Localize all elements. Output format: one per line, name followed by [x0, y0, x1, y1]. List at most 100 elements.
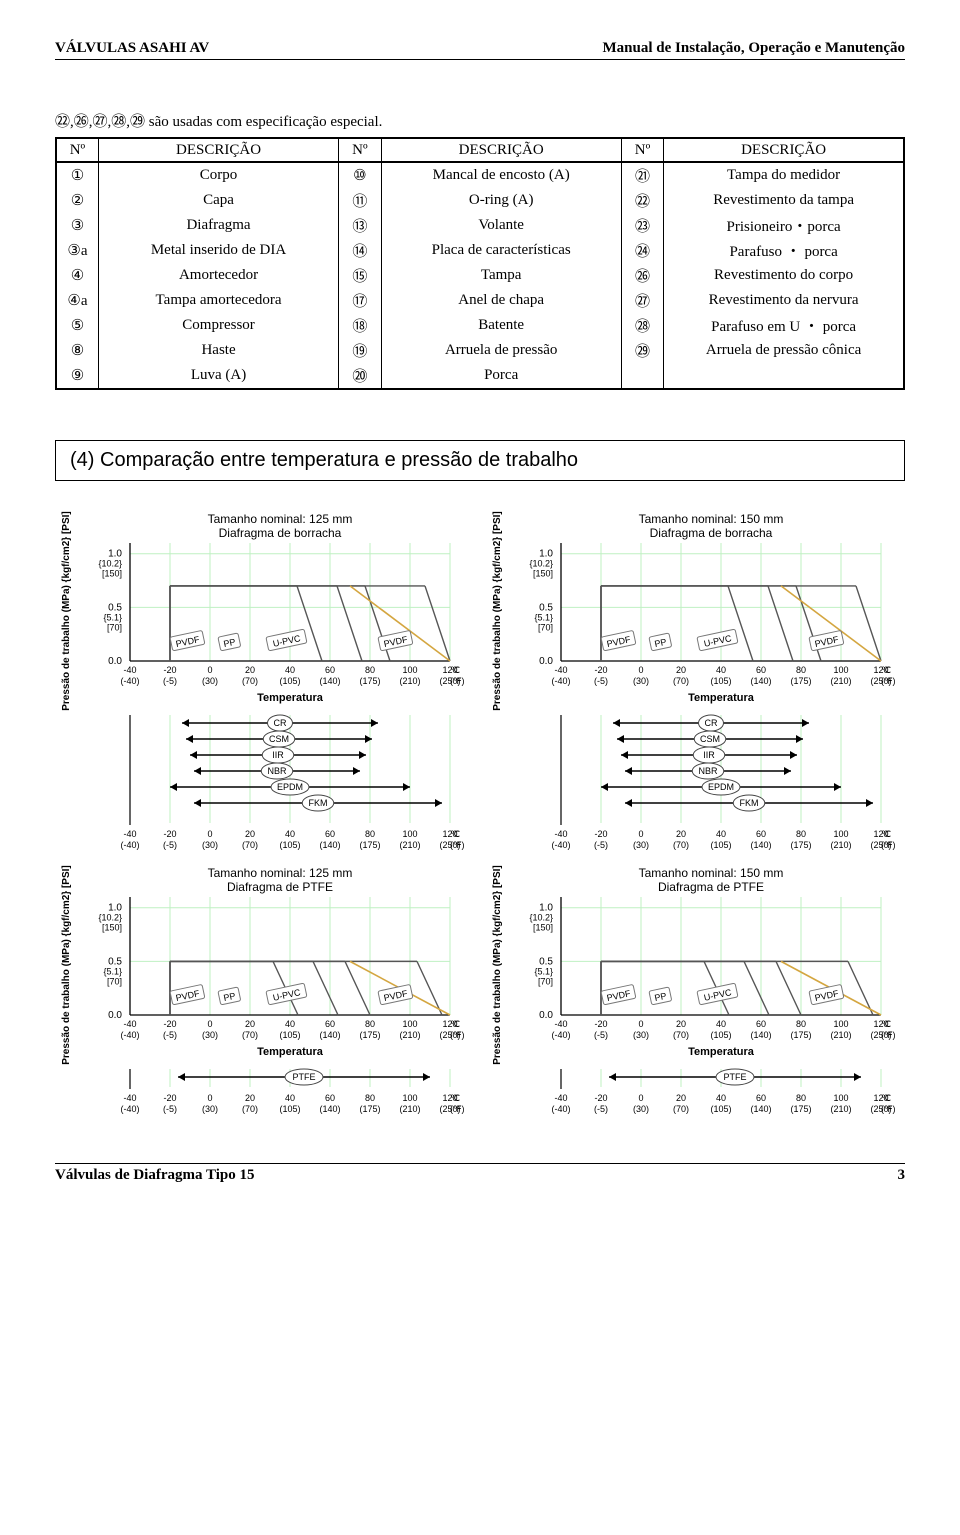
svg-text:(℉): (℉)	[881, 1104, 896, 1114]
svg-text:{5.1}: {5.1}	[103, 612, 122, 622]
svg-text:0: 0	[638, 665, 643, 675]
table-row: ③aMetal inserido de DIA⑭Placa de caracte…	[56, 238, 904, 263]
svg-text:(175): (175)	[359, 676, 380, 686]
svg-text:[70]: [70]	[538, 976, 553, 986]
svg-text:(-40): (-40)	[551, 676, 570, 686]
svg-text:0: 0	[207, 829, 212, 839]
svg-text:(-40): (-40)	[551, 840, 570, 850]
svg-text:EPDM: EPDM	[277, 782, 303, 792]
svg-text:80: 80	[365, 1093, 375, 1103]
svg-text:(105): (105)	[710, 1030, 731, 1040]
svg-text:40: 40	[285, 1019, 295, 1029]
svg-text:(210): (210)	[399, 676, 420, 686]
svg-text:℃: ℃	[450, 1093, 460, 1103]
svg-text:(30): (30)	[633, 1030, 649, 1040]
table-row: ⑤Compressor⑱Batente㉘Parafuso em U ・ porc…	[56, 313, 904, 338]
svg-text:80: 80	[796, 1093, 806, 1103]
svg-text:20: 20	[245, 665, 255, 675]
charts-grid: Tamanho nominal: 125 mm Diafragma de borr…	[55, 511, 905, 1123]
svg-text:(175): (175)	[790, 676, 811, 686]
svg-text:(70): (70)	[242, 1030, 258, 1040]
svg-text:NBR: NBR	[267, 766, 287, 776]
svg-text:℃: ℃	[450, 1019, 460, 1029]
header-right: Manual de Instalação, Operação e Manuten…	[603, 40, 905, 57]
svg-text:[150]: [150]	[533, 569, 553, 579]
svg-text:60: 60	[325, 829, 335, 839]
svg-text:(210): (210)	[399, 840, 420, 850]
svg-text:80: 80	[796, 1019, 806, 1029]
svg-text:-20: -20	[594, 1019, 607, 1029]
svg-text:(175): (175)	[359, 1104, 380, 1114]
svg-text:℃: ℃	[881, 1093, 891, 1103]
svg-text:Diafragma de borracha: Diafragma de borracha	[219, 526, 342, 540]
svg-text:(℉): (℉)	[881, 676, 896, 686]
svg-text:40: 40	[285, 829, 295, 839]
svg-text:Pressão de trabalho (MPa) {kgf: Pressão de trabalho (MPa) {kgf/cm2} [PSI…	[492, 511, 503, 711]
svg-text:80: 80	[365, 1019, 375, 1029]
svg-text:FKM: FKM	[309, 798, 328, 808]
chart-panel: Tamanho nominal: 150 mmDiafragma de borr…	[486, 511, 905, 859]
svg-text:Tamanho nominal: 150 mm: Tamanho nominal: 150 mm	[639, 512, 784, 526]
svg-text:-40: -40	[554, 1019, 567, 1029]
chart-panel: Tamanho nominal: 125 mmDiafragma de PTFE…	[55, 865, 474, 1123]
svg-text:NBR: NBR	[698, 766, 718, 776]
svg-text:(140): (140)	[319, 840, 340, 850]
svg-text:(30): (30)	[202, 840, 218, 850]
svg-text:Diafragma de PTFE: Diafragma de PTFE	[658, 880, 764, 894]
page-header: VÁLVULAS ASAHI AV Manual de Instalação, …	[55, 40, 905, 60]
svg-text:(105): (105)	[279, 1104, 300, 1114]
table-row: ②Capa⑪O-ring (A)㉒Revestimento da tampa	[56, 188, 904, 213]
svg-text:100: 100	[833, 1019, 848, 1029]
svg-text:PTFE: PTFE	[292, 1072, 315, 1082]
pressure-chart: Tamanho nominal: 125 mmDiafragma de borr…	[55, 511, 465, 711]
svg-text:(70): (70)	[673, 840, 689, 850]
svg-text:℃: ℃	[881, 665, 891, 675]
table-header: Nº	[339, 138, 381, 162]
svg-text:0: 0	[207, 665, 212, 675]
svg-text:(-40): (-40)	[120, 1104, 139, 1114]
svg-text:℃: ℃	[881, 829, 891, 839]
svg-text:{10.2}: {10.2}	[98, 913, 122, 923]
svg-text:Tamanho nominal: 125 mm: Tamanho nominal: 125 mm	[208, 866, 353, 880]
svg-text:Temperatura: Temperatura	[257, 692, 324, 704]
svg-text:(140): (140)	[750, 1030, 771, 1040]
svg-text:40: 40	[716, 1093, 726, 1103]
svg-text:(105): (105)	[710, 676, 731, 686]
table-header: DESCRIÇÃO	[664, 138, 904, 162]
svg-text:20: 20	[676, 829, 686, 839]
svg-text:CSM: CSM	[269, 734, 289, 744]
svg-text:100: 100	[402, 1093, 417, 1103]
svg-text:Pressão de trabalho (MPa) {kgf: Pressão de trabalho (MPa) {kgf/cm2} [PSI…	[61, 865, 72, 1065]
svg-text:0.0: 0.0	[108, 656, 122, 667]
svg-text:0: 0	[207, 1019, 212, 1029]
svg-text:(140): (140)	[750, 840, 771, 850]
table-row: ③Diafragma⑬Volante㉓Prisioneiro・porca	[56, 213, 904, 238]
svg-text:Tamanho nominal: 150 mm: Tamanho nominal: 150 mm	[639, 866, 784, 880]
svg-text:(140): (140)	[750, 1104, 771, 1114]
svg-text:(-40): (-40)	[551, 1104, 570, 1114]
svg-text:(175): (175)	[790, 1104, 811, 1114]
svg-text:0: 0	[207, 1093, 212, 1103]
svg-text:IIR: IIR	[703, 750, 715, 760]
svg-text:(-40): (-40)	[120, 840, 139, 850]
table-row: ④Amortecedor⑮Tampa㉖Revestimento do corpo	[56, 263, 904, 288]
svg-text:80: 80	[796, 665, 806, 675]
table-row: ④aTampa amortecedora⑰Anel de chapa㉗Reves…	[56, 288, 904, 313]
svg-text:FKM: FKM	[740, 798, 759, 808]
svg-text:(70): (70)	[242, 840, 258, 850]
svg-text:100: 100	[402, 829, 417, 839]
table-header: Nº	[56, 138, 98, 162]
svg-text:{10.2}: {10.2}	[98, 559, 122, 569]
svg-text:60: 60	[325, 1019, 335, 1029]
spec-note: ㉒,㉖,㉗,㉘,㉙ são usadas com especificação e…	[55, 110, 905, 131]
svg-text:{5.1}: {5.1}	[534, 612, 553, 622]
chart-panel: Tamanho nominal: 125 mmDiafragma de borr…	[55, 511, 474, 859]
svg-text:(70): (70)	[673, 1030, 689, 1040]
svg-text:CR: CR	[705, 718, 718, 728]
svg-text:40: 40	[285, 1093, 295, 1103]
svg-text:-20: -20	[163, 829, 176, 839]
svg-text:(-5): (-5)	[163, 840, 177, 850]
page-footer: Válvulas de Diafragma Tipo 15 3	[55, 1163, 905, 1184]
svg-text:{5.1}: {5.1}	[103, 966, 122, 976]
range-strip: PTFE-40(-40)-20(-5)0(30)20(70)40(105)60(…	[486, 1065, 896, 1123]
